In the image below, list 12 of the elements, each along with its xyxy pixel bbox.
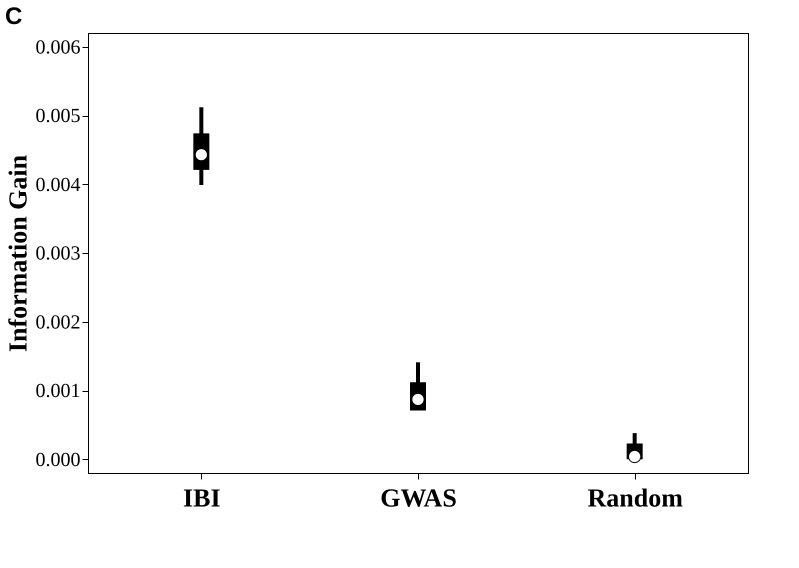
y-tick-label: 0.004 [36,174,80,196]
y-tick-label: 0.000 [36,448,80,471]
y-axis-title: Information Gain [4,154,32,352]
x-tick-label: Random [587,484,684,512]
y-tick-label: 0.001 [36,380,80,402]
y-tick-label: 0.005 [36,105,80,127]
x-tick-label: IBI [183,484,221,512]
y-tick-label: 0.002 [36,311,80,334]
x-tick-label: GWAS [380,484,457,512]
y-tick-label: 0.003 [36,242,80,264]
y-tick-label: 0.006 [36,36,80,58]
chart-title: C [5,3,22,30]
